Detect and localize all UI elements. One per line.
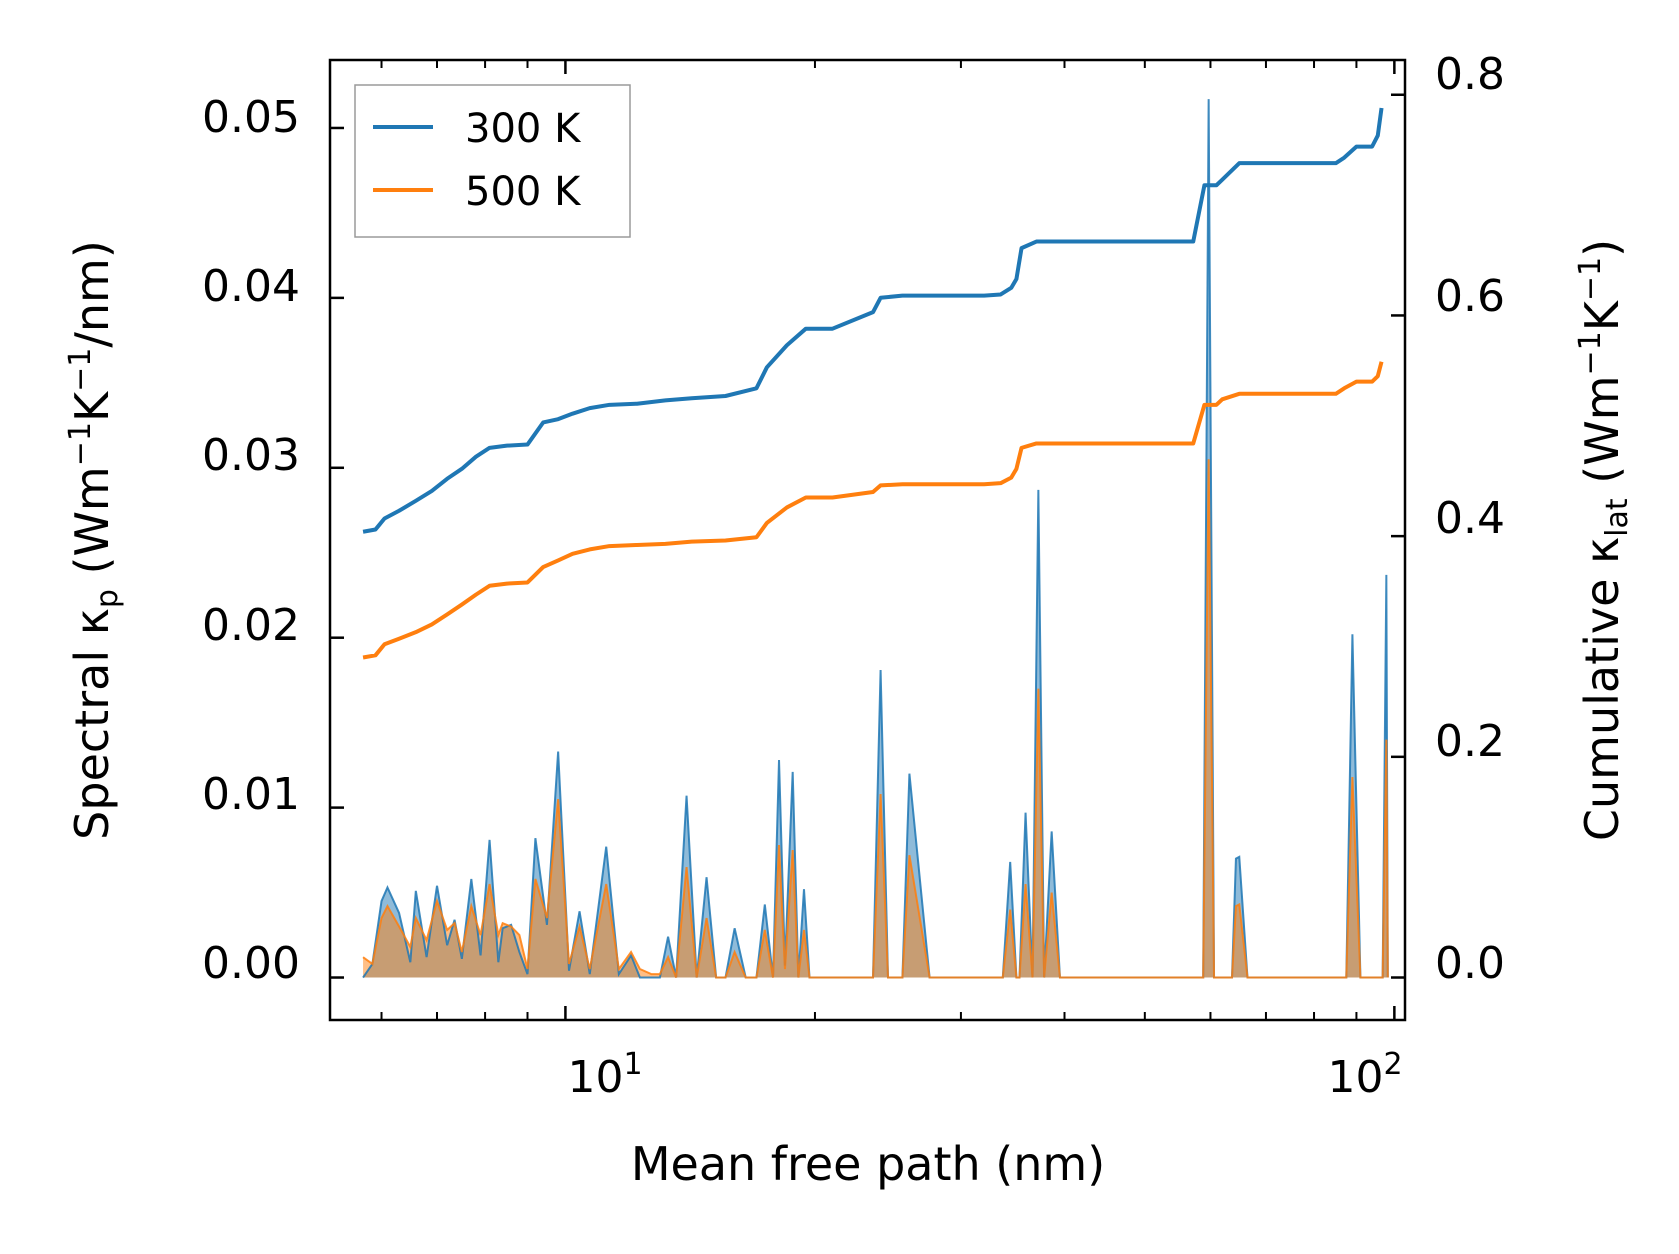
y-left-tick-label: 0.02: [202, 600, 300, 651]
cumulative-line-300k: [362, 107, 1384, 534]
y-right-tick-label: 0.8: [1435, 49, 1505, 100]
y-left-tick-label: 0.00: [202, 938, 300, 989]
y-axis-label-right: Cumulative κlat (Wm−1K−1): [1573, 239, 1635, 841]
y-right-tick-label: 0.6: [1435, 271, 1505, 322]
cumulative-lines: [362, 107, 1384, 660]
y-left-tick-label: 0.01: [202, 769, 300, 820]
y-right-tick-label: 0.4: [1435, 493, 1505, 544]
y-axis-label-left: Spectral κp (Wm−1K−1/nm): [63, 240, 125, 840]
y-right-tick-label: 0.0: [1435, 938, 1505, 989]
x-tick-label-100: 102: [1327, 1047, 1402, 1103]
y-left-tick-label: 0.04: [202, 261, 300, 312]
spectral-lines: [362, 99, 1389, 979]
plot-frame: [328, 58, 1407, 1022]
y-right-ticks: [1391, 93, 1405, 979]
y-left-ticks: [330, 126, 344, 979]
x-axis-label: Mean free path (nm): [631, 1137, 1105, 1191]
cumulative-line-500k: [362, 361, 1384, 660]
y-right-tick-label: 0.2: [1435, 716, 1505, 767]
legend-label-300k: 300 K: [465, 106, 582, 152]
spectral-line-500k: [362, 459, 1389, 979]
x-ticks: [380, 60, 1396, 1020]
legend-label-500k: 500 K: [465, 169, 582, 215]
legend: 300 K 500 K: [354, 84, 631, 238]
y-left-tick-label: 0.03: [202, 430, 300, 481]
x-tick-label-10: 101: [567, 1047, 642, 1103]
y-left-tick-label: 0.05: [202, 92, 300, 143]
legend-box: [354, 84, 631, 238]
